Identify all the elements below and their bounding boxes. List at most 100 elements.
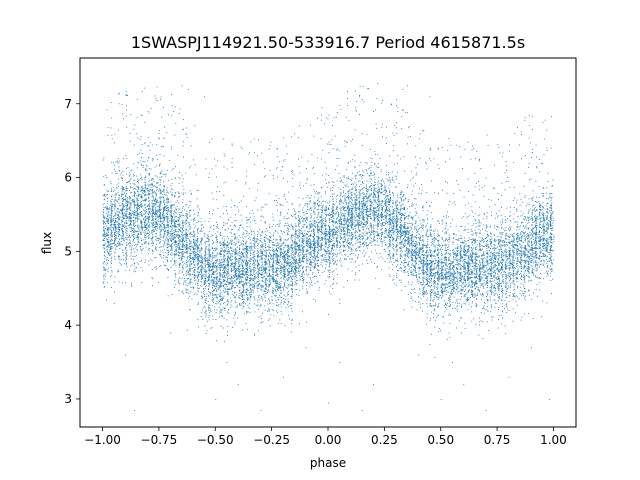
data-point [515,300,517,302]
data-point [456,256,457,257]
data-point [153,196,155,198]
data-point [279,161,281,163]
data-point [534,261,536,262]
data-point [508,261,510,263]
data-point [490,275,492,277]
data-point [234,234,236,236]
data-point [167,229,169,231]
data-point [166,234,168,236]
data-point [163,221,165,223]
data-point [108,260,109,261]
data-point [234,205,236,207]
data-point [338,187,340,189]
data-point [362,198,364,200]
data-point [474,201,476,203]
data-point [189,279,191,281]
data-point [297,255,299,257]
data-point [234,263,236,264]
data-point [352,207,354,209]
data-point [527,203,529,205]
data-point [374,230,375,232]
data-point [391,230,393,231]
data-point [396,258,398,260]
data-point [207,280,208,282]
data-point [433,293,435,294]
data-point [134,256,136,257]
data-point [407,252,409,254]
data-point [358,226,359,228]
data-point [332,258,334,260]
data-point [250,245,252,247]
data-point [400,193,402,195]
data-point [448,278,450,280]
data-point [520,257,522,259]
data-point [148,221,150,223]
data-point [170,226,172,228]
data-point [115,206,117,208]
data-point [110,217,112,219]
data-point [307,160,309,162]
data-point [272,216,274,218]
data-point [445,262,447,264]
data-point [535,217,537,219]
data-point [167,231,169,233]
data-point [409,126,411,127]
data-point [292,265,293,267]
data-point [306,268,307,270]
data-point [159,223,160,225]
data-point [216,288,218,290]
data-point [128,175,130,177]
data-point [343,227,345,229]
data-point [512,245,514,247]
data-point [497,215,499,217]
data-point [517,240,519,242]
data-point [238,266,240,268]
data-point [246,263,248,265]
data-point [268,303,270,305]
data-point [363,187,365,189]
data-point [306,204,308,206]
data-point [408,230,410,232]
data-point [135,211,137,213]
data-point [521,266,523,268]
data-point [403,214,404,216]
data-point [174,207,176,209]
data-point [472,294,474,296]
data-point [396,224,397,226]
data-point [534,266,536,268]
data-point [457,275,459,277]
data-point [482,308,484,309]
data-point [343,220,345,221]
data-point [368,211,370,213]
data-point [500,255,502,257]
data-point [130,265,132,267]
data-point [404,228,406,230]
data-point [453,279,455,281]
data-point [118,194,120,196]
data-point [455,239,457,241]
data-point [204,263,206,264]
data-point [251,274,253,276]
data-point [373,196,374,198]
data-point [358,202,360,204]
data-point [392,240,394,242]
data-point [387,258,389,259]
data-point [326,183,327,185]
data-point [268,241,270,243]
data-point [365,196,367,197]
data-point [265,268,267,270]
data-point [385,236,387,238]
data-point [467,274,469,275]
data-point [479,268,481,270]
data-point [233,267,235,269]
data-point [334,169,336,170]
data-point [516,234,518,236]
data-point [251,257,253,258]
data-point [363,217,365,219]
data-point [137,191,139,193]
data-point [231,232,232,234]
data-point [299,249,301,250]
data-point [265,256,267,257]
data-point [516,251,518,252]
data-point [313,211,315,213]
